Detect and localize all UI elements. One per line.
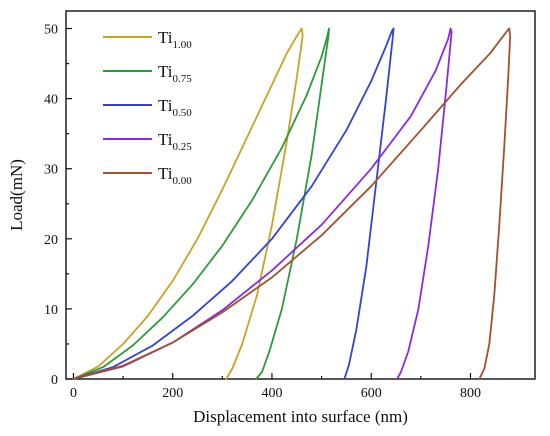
y-tick-label: 30 (44, 163, 58, 178)
legend-label-main: Ti (158, 96, 173, 115)
legend-label-main: Ti (158, 130, 173, 149)
x-tick-label: 800 (460, 386, 481, 401)
legend-label-sub: 1.00 (173, 39, 193, 51)
legend-label-sub: 0.00 (173, 175, 193, 187)
y-tick-label: 0 (51, 373, 58, 388)
legend-label-sub: 0.75 (173, 73, 193, 85)
legend-label: Ti0.50 (158, 96, 192, 119)
y-tick-label: 40 (44, 93, 58, 108)
legend-label: Ti0.00 (158, 164, 192, 187)
legend-label: Ti0.75 (158, 62, 192, 85)
legend-label-main: Ti (158, 164, 173, 183)
series-line-ti-0-25 (72, 27, 453, 380)
legend-label-main: Ti (158, 28, 173, 47)
legend-label-main: Ti (158, 62, 173, 81)
series-line-ti-0-75 (72, 27, 330, 380)
series-line-ti-0-50 (72, 27, 395, 380)
series-line-ti-0-00 (72, 27, 512, 380)
x-tick-label: 400 (261, 386, 282, 401)
y-axis-title: Load(mN) (7, 159, 26, 231)
y-tick-label: 20 (44, 233, 58, 248)
legend-label-sub: 0.25 (173, 141, 193, 153)
x-axis-title: Displacement into surface (nm) (193, 407, 408, 426)
x-tick-label: 200 (162, 386, 183, 401)
legend-label: Ti0.25 (158, 130, 192, 153)
plot-curves (72, 27, 512, 380)
y-tick-label: 50 (44, 23, 58, 38)
legend-label-sub: 0.50 (173, 107, 193, 119)
axes: 0 200 400 600 800 0 10 20 30 40 50 (44, 10, 536, 401)
series-line-ti-1-00 (72, 27, 304, 380)
x-tick-label: 0 (70, 386, 77, 401)
x-tick-label: 600 (361, 386, 382, 401)
y-tick-label: 10 (44, 303, 58, 318)
plot-frame (65, 10, 536, 380)
legend-label: Ti1.00 (158, 28, 192, 51)
